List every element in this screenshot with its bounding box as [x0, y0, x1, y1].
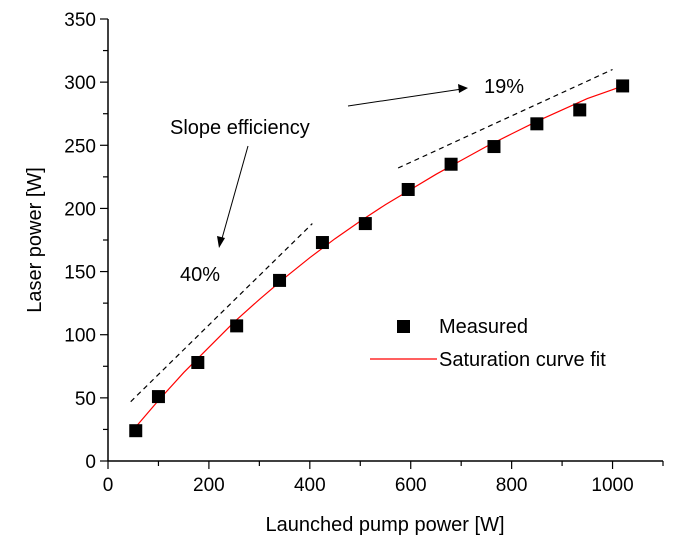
measured-point: [401, 182, 415, 196]
x-axis-ticks: 0 200 400 600 800 1000: [103, 461, 664, 496]
y-tick-label: 250: [64, 136, 96, 157]
legend-fit-label: Saturation curve fit: [439, 349, 606, 371]
measured-point: [444, 157, 458, 171]
x-axis-title: Launched pump power [W]: [265, 514, 504, 536]
slope-line-40pct: [130, 223, 313, 403]
slope-40-label: 40%: [180, 264, 220, 286]
measured-point: [151, 390, 165, 404]
slope-line-19pct: [397, 68, 613, 169]
measured-point: [191, 355, 205, 369]
measured-point: [616, 79, 630, 93]
arrow-to-40-head: [217, 236, 225, 248]
measured-point: [530, 117, 544, 131]
annotation-group: Slope efficiency 40% 19%: [170, 76, 524, 286]
y-tick-label: 0: [85, 452, 96, 473]
arrow-to-40-line: [220, 145, 249, 243]
measured-point: [273, 273, 287, 287]
y-axis-ticks: 0 50 100 150 200 250 300 350: [64, 10, 108, 473]
measured-point: [315, 236, 329, 250]
slope-efficiency-label: Slope efficiency: [170, 117, 310, 139]
legend: Measured Saturation curve fit: [370, 316, 606, 371]
measured-point: [129, 424, 143, 438]
marker-layer: [129, 79, 630, 438]
y-tick-label: 300: [64, 73, 96, 94]
fit-layer: [135, 85, 623, 428]
y-tick-label: 100: [64, 326, 96, 347]
y-tick-label: 50: [75, 389, 96, 410]
measured-point: [487, 140, 501, 154]
measured-point: [573, 103, 587, 117]
y-tick-label: 200: [64, 199, 96, 220]
y-tick-label: 350: [64, 10, 96, 31]
y-tick-label: 150: [64, 263, 96, 284]
measured-point: [230, 319, 244, 333]
x-tick-label: 800: [496, 475, 528, 496]
x-tick-label: 400: [294, 475, 326, 496]
plot-frame: [107, 19, 663, 462]
legend-measured-label: Measured: [439, 316, 528, 338]
legend-measured-marker: [397, 320, 410, 333]
y-axis-title: Laser power [W]: [24, 167, 46, 313]
slope-guide-lines: [130, 68, 613, 403]
measured-point: [358, 217, 372, 231]
x-tick-label: 600: [395, 475, 427, 496]
arrow-to-19-head: [458, 84, 468, 93]
x-tick-label: 200: [193, 475, 225, 496]
saturation-fit-line: [135, 85, 623, 428]
slope-19-label: 19%: [484, 76, 524, 98]
arrow-to-19-line: [347, 88, 463, 107]
x-tick-label: 1000: [591, 475, 633, 496]
x-tick-label: 0: [103, 475, 114, 496]
